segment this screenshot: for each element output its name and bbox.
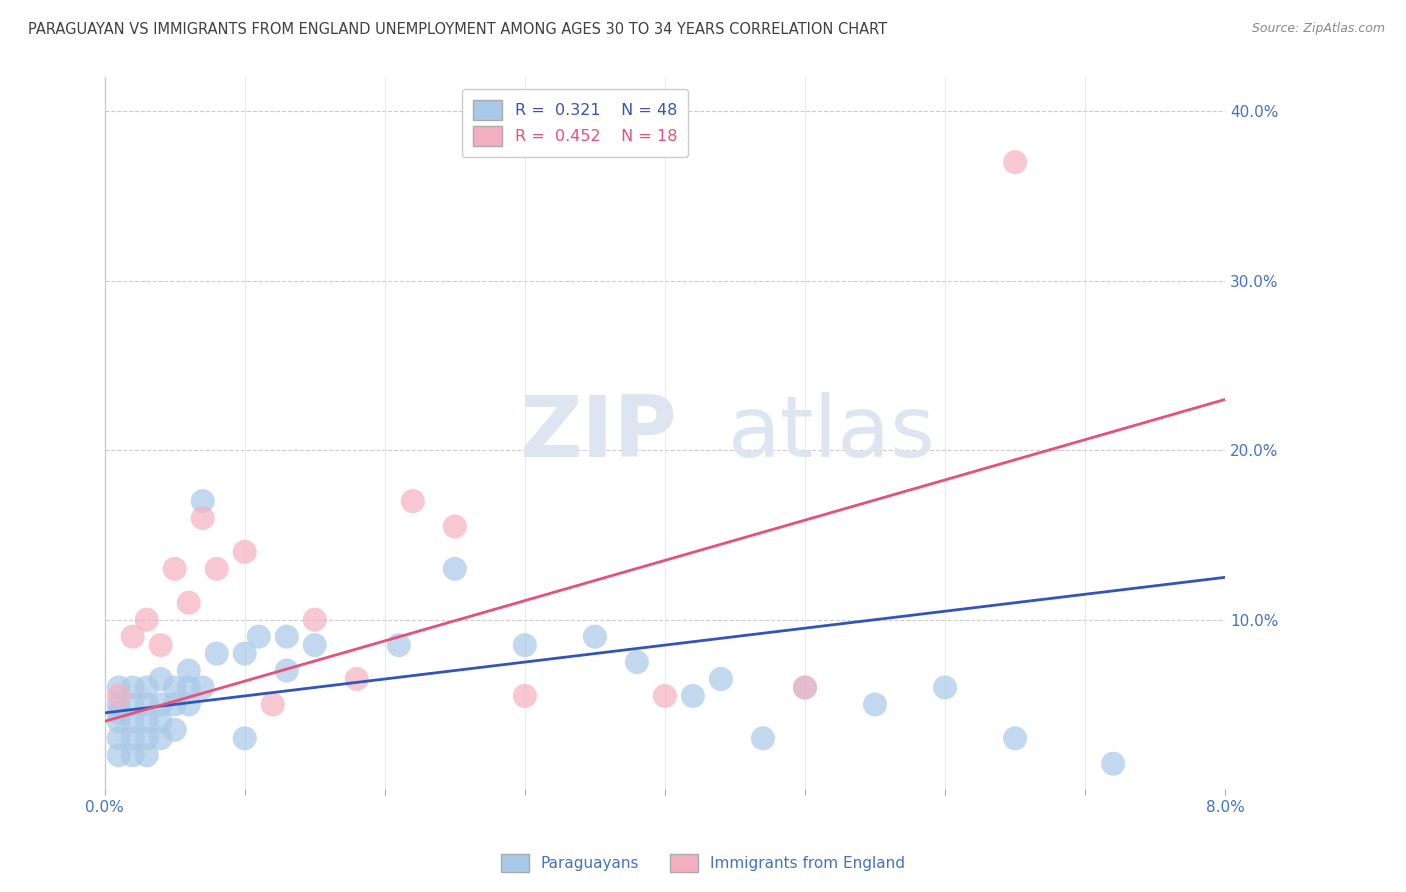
Point <box>135 698 157 712</box>
Point <box>233 647 256 661</box>
Point <box>276 630 298 644</box>
Point <box>205 647 228 661</box>
Text: PARAGUAYAN VS IMMIGRANTS FROM ENGLAND UNEMPLOYMENT AMONG AGES 30 TO 34 YEARS COR: PARAGUAYAN VS IMMIGRANTS FROM ENGLAND UN… <box>28 22 887 37</box>
Point <box>107 748 129 763</box>
Point <box>107 714 129 729</box>
Point <box>863 698 886 712</box>
Text: atlas: atlas <box>728 392 935 475</box>
Point <box>149 672 172 686</box>
Point <box>247 630 270 644</box>
Point <box>654 689 676 703</box>
Point <box>934 681 956 695</box>
Point <box>135 613 157 627</box>
Point <box>752 731 775 746</box>
Point <box>107 706 129 720</box>
Point <box>177 698 200 712</box>
Point <box>233 545 256 559</box>
Point <box>107 689 129 703</box>
Point <box>794 681 817 695</box>
Point <box>149 698 172 712</box>
Point <box>1004 731 1026 746</box>
Point <box>1102 756 1125 771</box>
Point <box>304 613 326 627</box>
Point <box>710 672 733 686</box>
Point <box>205 562 228 576</box>
Point <box>135 748 157 763</box>
Point <box>107 681 129 695</box>
Point <box>443 519 465 533</box>
Point <box>107 698 129 712</box>
Point <box>135 731 157 746</box>
Point <box>135 681 157 695</box>
Point <box>794 681 817 695</box>
Point <box>163 698 186 712</box>
Point <box>443 562 465 576</box>
Point <box>233 731 256 746</box>
Point <box>121 731 143 746</box>
Point <box>513 689 536 703</box>
Point <box>149 731 172 746</box>
Point <box>149 714 172 729</box>
Point <box>262 698 284 712</box>
Text: Source: ZipAtlas.com: Source: ZipAtlas.com <box>1251 22 1385 36</box>
Point <box>388 638 411 652</box>
Point <box>135 714 157 729</box>
Point <box>1004 155 1026 169</box>
Point <box>276 664 298 678</box>
Point <box>191 681 214 695</box>
Point <box>163 681 186 695</box>
Point <box>121 698 143 712</box>
Point <box>121 681 143 695</box>
Point <box>402 494 425 508</box>
Point <box>177 681 200 695</box>
Point <box>682 689 704 703</box>
Point <box>121 630 143 644</box>
Point <box>583 630 606 644</box>
Point <box>304 638 326 652</box>
Point <box>107 731 129 746</box>
Point <box>177 596 200 610</box>
Point <box>177 664 200 678</box>
Legend: R =  0.321    N = 48, R =  0.452    N = 18: R = 0.321 N = 48, R = 0.452 N = 18 <box>463 89 689 157</box>
Point <box>191 494 214 508</box>
Point <box>191 511 214 525</box>
Legend: Paraguayans, Immigrants from England: Paraguayans, Immigrants from England <box>494 846 912 880</box>
Point <box>121 748 143 763</box>
Point <box>121 714 143 729</box>
Point <box>163 723 186 737</box>
Point <box>163 562 186 576</box>
Point <box>346 672 368 686</box>
Text: ZIP: ZIP <box>519 392 678 475</box>
Point <box>513 638 536 652</box>
Point <box>626 655 648 669</box>
Point <box>149 638 172 652</box>
